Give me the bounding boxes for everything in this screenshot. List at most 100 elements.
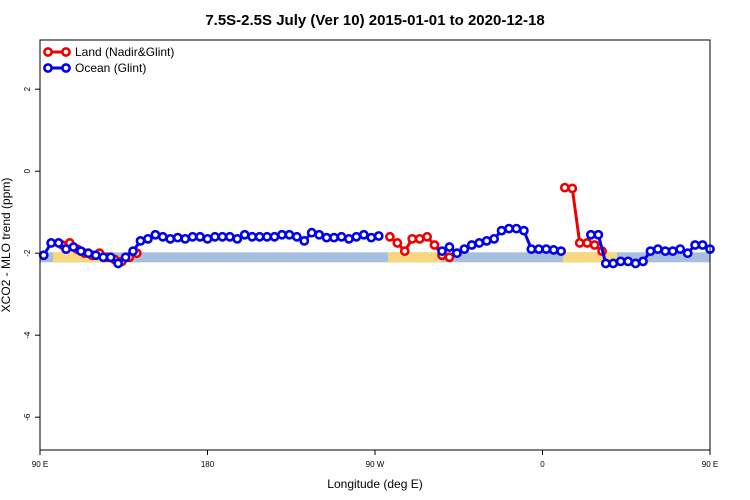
x-axis: 90 E 180 90 W 0 90 E bbox=[32, 450, 718, 469]
legend: Land (Nadir&Glint) Ocean (Glint) bbox=[43, 45, 174, 75]
land-point bbox=[407, 233, 418, 244]
legend-land-marker bbox=[61, 47, 71, 57]
ocean-point bbox=[306, 227, 317, 238]
ocean-point bbox=[526, 244, 537, 254]
land-mask-band bbox=[388, 252, 442, 263]
ocean-point bbox=[444, 242, 455, 252]
ocean-point bbox=[321, 232, 332, 243]
chart-title: 7.5S-2.5S July (Ver 10) 2015-01-01 to 20… bbox=[205, 12, 544, 29]
ocean-point bbox=[660, 246, 671, 257]
land-point bbox=[414, 233, 425, 244]
ocean-point bbox=[351, 231, 362, 242]
ocean-point bbox=[329, 232, 339, 243]
x-tick-label: 180 bbox=[201, 460, 215, 469]
ocean-point bbox=[150, 229, 161, 240]
ocean-point bbox=[105, 252, 116, 263]
ocean-point bbox=[90, 250, 101, 261]
legend-ocean-marker bbox=[43, 63, 53, 73]
ocean-point bbox=[157, 231, 168, 242]
ocean-point bbox=[511, 223, 522, 234]
ocean-point bbox=[269, 231, 280, 242]
ocean-point bbox=[344, 233, 354, 244]
y-tick-label: -4 bbox=[23, 331, 32, 339]
ocean-point bbox=[68, 242, 79, 252]
ocean-point bbox=[172, 232, 183, 243]
ocean-point bbox=[217, 231, 228, 242]
ocean-point bbox=[437, 246, 447, 257]
y-tick-label: -2 bbox=[23, 249, 32, 257]
land-point bbox=[392, 238, 403, 248]
ocean-point bbox=[277, 229, 287, 240]
y-tick-label: 0 bbox=[23, 168, 32, 173]
ocean-point bbox=[165, 233, 176, 244]
ocean-point bbox=[128, 246, 138, 257]
x-axis-label: Longitude (deg E) bbox=[327, 477, 422, 491]
ocean-point bbox=[187, 231, 198, 242]
land-point bbox=[582, 238, 593, 248]
ocean-point bbox=[373, 231, 384, 241]
ocean-point bbox=[254, 231, 265, 242]
ocean-point bbox=[120, 252, 131, 263]
land-point bbox=[559, 182, 570, 193]
ocean-point bbox=[336, 231, 347, 242]
land-point bbox=[574, 238, 585, 248]
x-tick-label: 0 bbox=[540, 460, 545, 469]
plot-area bbox=[38, 182, 715, 269]
ocean-point bbox=[496, 225, 507, 236]
ocean-point bbox=[247, 231, 258, 242]
ocean-point bbox=[638, 256, 648, 267]
ocean-point bbox=[548, 245, 559, 255]
land-point bbox=[567, 183, 578, 194]
ocean-point bbox=[652, 244, 663, 254]
ocean-point bbox=[608, 258, 619, 269]
ocean-point bbox=[239, 229, 250, 240]
land-point bbox=[422, 231, 433, 242]
x-tick-label: 90 E bbox=[32, 460, 48, 469]
ocean-point bbox=[38, 250, 49, 261]
ocean-point bbox=[232, 233, 243, 244]
y-axis-label: XCO2 - MLO trend (ppm) bbox=[0, 178, 13, 313]
ocean-point bbox=[135, 235, 146, 246]
ocean-point bbox=[556, 246, 567, 257]
ocean-point bbox=[224, 231, 235, 242]
land-point bbox=[444, 252, 455, 263]
ocean-point bbox=[53, 238, 64, 248]
ocean-point bbox=[645, 246, 656, 257]
x-tick-label: 90 W bbox=[366, 460, 385, 469]
ocean-point bbox=[358, 229, 369, 240]
ocean-point bbox=[518, 225, 529, 236]
ocean-point bbox=[210, 231, 220, 242]
ocean-point bbox=[474, 238, 485, 248]
ocean-point bbox=[284, 229, 295, 240]
ocean-point bbox=[615, 256, 626, 267]
ocean-point bbox=[98, 252, 109, 263]
ocean-point bbox=[682, 248, 693, 259]
ocean-point bbox=[195, 231, 205, 242]
ocean-point bbox=[113, 258, 124, 269]
ocean-point bbox=[481, 235, 492, 246]
ocean-point bbox=[541, 244, 552, 254]
y-tick-label: 2 bbox=[23, 86, 32, 91]
ocean-point bbox=[459, 244, 470, 254]
ocean-point bbox=[690, 240, 701, 250]
ocean-point bbox=[466, 240, 477, 250]
ocean-point bbox=[585, 229, 596, 240]
ocean-point bbox=[697, 240, 708, 250]
ocean-point bbox=[667, 246, 678, 257]
ocean-point bbox=[489, 233, 500, 244]
ocean-point bbox=[366, 232, 377, 243]
y-axis: -6 -4 -2 0 2 bbox=[23, 86, 40, 421]
land-mask-band bbox=[562, 252, 617, 263]
legend-ocean-label: Ocean (Glint) bbox=[75, 61, 146, 75]
land-point bbox=[589, 240, 600, 250]
ocean-point bbox=[451, 248, 462, 259]
ocean-point bbox=[593, 229, 604, 240]
ocean-point bbox=[533, 244, 544, 254]
ocean-point bbox=[143, 233, 153, 244]
legend-land-marker bbox=[43, 47, 53, 57]
ocean-point bbox=[675, 244, 686, 254]
land-point bbox=[384, 231, 395, 242]
legend-ocean-marker bbox=[61, 63, 71, 73]
ocean-point bbox=[623, 256, 634, 267]
